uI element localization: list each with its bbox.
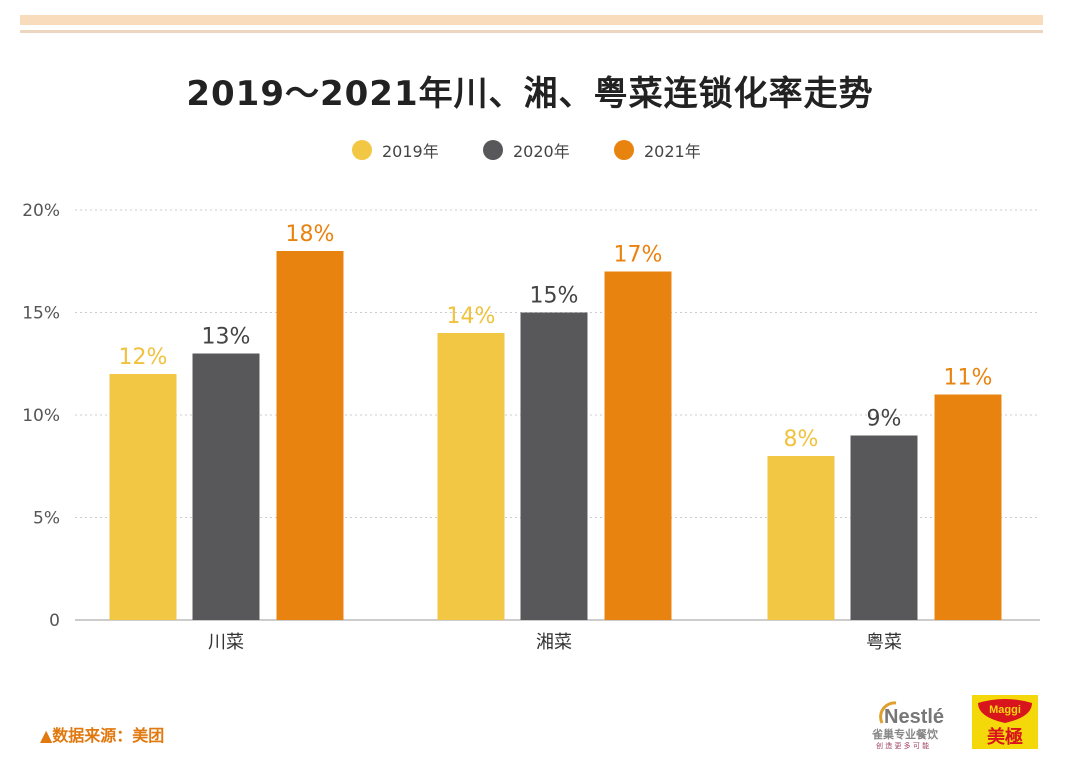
legend-item-2021: 2021年 [614, 138, 701, 162]
data-label: 15% [530, 284, 579, 309]
y-tick-label: 0 [49, 611, 60, 631]
legend-label: 2020年 [513, 142, 570, 161]
y-tick-label: 10% [22, 406, 60, 426]
header-line [20, 30, 1043, 33]
y-tick-label: 20% [22, 201, 60, 221]
bar-2021年-粤菜 [934, 394, 1002, 620]
data-label: 9% [867, 407, 902, 432]
data-label: 13% [202, 325, 251, 350]
svg-text:雀巢专业餐饮: 雀巢专业餐饮 [871, 727, 939, 741]
chart-title: 2019～2021年川、湘、粤菜连锁化率走势 [186, 74, 874, 114]
legend-item-2019: 2019年 [352, 138, 439, 162]
source-note: ▲数据来源：美团 [40, 726, 165, 745]
data-label: 12% [119, 345, 168, 370]
bar-2020年-川菜 [192, 353, 260, 620]
svg-text:创 造 更 多 可 能: 创 造 更 多 可 能 [876, 741, 929, 749]
x-tick-label: 湘菜 [536, 632, 572, 653]
x-tick-label: 粤菜 [866, 632, 902, 653]
legend-swatch [614, 140, 634, 160]
bar-2020年-湘菜 [520, 312, 588, 620]
bar-2020年-粤菜 [850, 435, 918, 620]
nestle-logo: Nestlé 雀巢专业餐饮 创 造 更 多 可 能 [868, 693, 958, 749]
data-label: 14% [447, 304, 496, 329]
bar-2019年-湘菜 [437, 333, 505, 620]
header-band [20, 15, 1043, 25]
data-label: 11% [944, 366, 993, 391]
legend-swatch [483, 140, 503, 160]
data-label: 17% [614, 243, 663, 268]
maggi-logo: Maggi 美極 [972, 695, 1038, 749]
legend-item-2020: 2020年 [483, 138, 570, 162]
data-label: 8% [784, 427, 819, 452]
svg-text:美極: 美極 [987, 726, 1023, 748]
svg-text:Nestlé: Nestlé [884, 706, 944, 728]
bar-2019年-粤菜 [767, 456, 835, 620]
y-tick-label: 5% [33, 509, 60, 529]
data-label: 18% [286, 222, 335, 247]
legend-label: 2021年 [644, 142, 701, 161]
legend-label: 2019年 [382, 142, 439, 161]
svg-text:Maggi: Maggi [989, 704, 1021, 716]
bar-2019年-川菜 [109, 374, 177, 620]
y-tick-label: 15% [22, 304, 60, 324]
bar-2021年-湘菜 [604, 271, 672, 620]
legend: 2019年 2020年 2021年 [0, 138, 1080, 162]
legend-swatch [352, 140, 372, 160]
bar-2021年-川菜 [276, 251, 344, 620]
x-tick-label: 川菜 [208, 632, 244, 653]
